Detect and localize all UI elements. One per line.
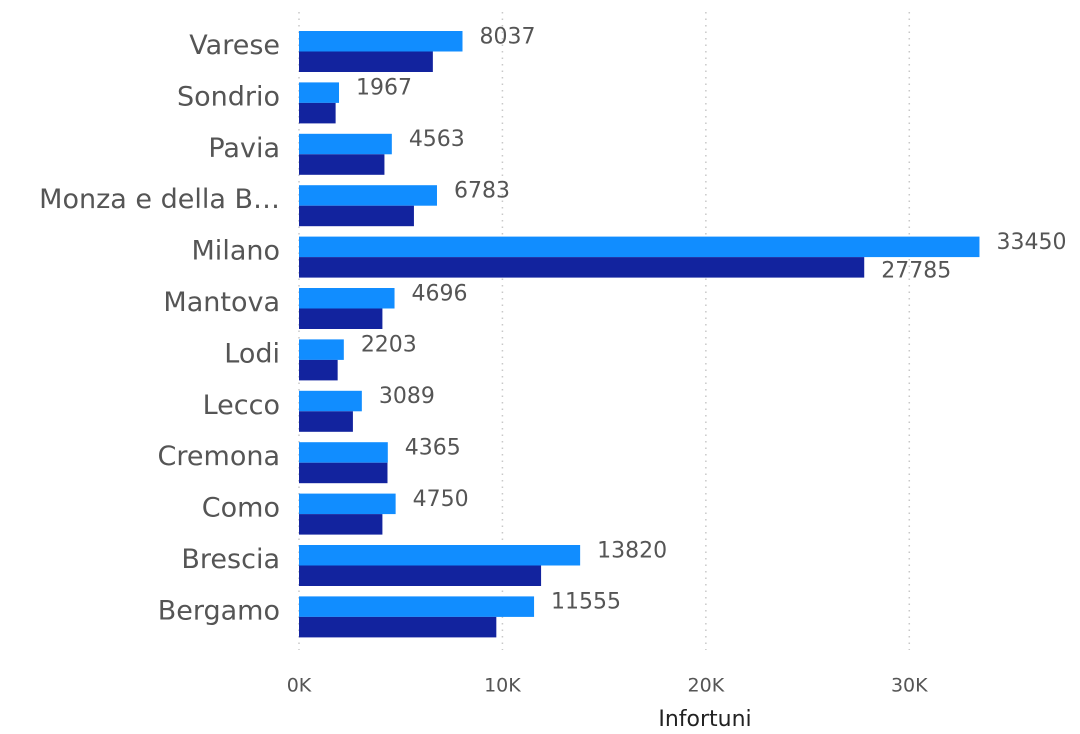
y-tick-label: Bergamo [158, 595, 280, 626]
bar [299, 390, 362, 412]
data-label: 8037 [479, 24, 535, 49]
bar [299, 288, 395, 309]
bar [299, 51, 433, 72]
bar [299, 205, 414, 227]
x-tick-label: 20K [688, 675, 725, 697]
bar [299, 462, 388, 484]
bar [299, 545, 581, 566]
bar [299, 102, 336, 124]
y-tick-label: Lodi [224, 338, 280, 369]
data-label: 27785 [881, 258, 951, 283]
data-label: 1967 [356, 76, 412, 101]
bar [299, 154, 385, 175]
x-tick-label: 30K [891, 675, 928, 697]
data-label: 4750 [413, 487, 469, 512]
data-label: 6783 [454, 178, 510, 203]
data-label: 4563 [409, 127, 465, 152]
x-tick-label: 0K [287, 675, 312, 697]
y-tick-label: Cremona [158, 441, 280, 472]
y-tick-label: Monza e della B… [39, 184, 280, 215]
data-label: 2203 [361, 333, 417, 358]
bar [299, 493, 396, 515]
bar [299, 565, 542, 586]
bar [299, 257, 865, 278]
y-tick-label: Pavia [208, 133, 280, 164]
y-tick-label: Como [202, 493, 280, 524]
bar [299, 185, 437, 206]
y-tick-label: Sondrio [177, 81, 280, 112]
bar [299, 616, 497, 638]
y-tick-label: Brescia [181, 544, 280, 575]
bar [299, 133, 392, 155]
data-label: 3089 [379, 384, 435, 409]
bar [299, 442, 388, 463]
data-label: 11555 [551, 590, 621, 615]
bar [299, 31, 463, 52]
bar [299, 411, 353, 432]
bar [299, 82, 340, 103]
bar [299, 514, 383, 535]
x-axis-title: Infortuni [658, 707, 751, 732]
x-tick-label: 10K [484, 675, 521, 697]
y-tick-label: Milano [192, 236, 280, 267]
y-tick-label: Mantova [163, 287, 280, 318]
bar [299, 359, 338, 381]
y-tick-label: Lecco [203, 390, 280, 421]
data-label: 33450 [996, 230, 1066, 255]
bar [299, 308, 383, 329]
bar [299, 236, 980, 258]
y-tick-label: Varese [189, 30, 280, 61]
data-label: 13820 [597, 538, 667, 563]
data-label: 4365 [405, 435, 461, 460]
bar [299, 596, 535, 617]
bar [299, 339, 344, 360]
data-label: 4696 [412, 281, 468, 306]
